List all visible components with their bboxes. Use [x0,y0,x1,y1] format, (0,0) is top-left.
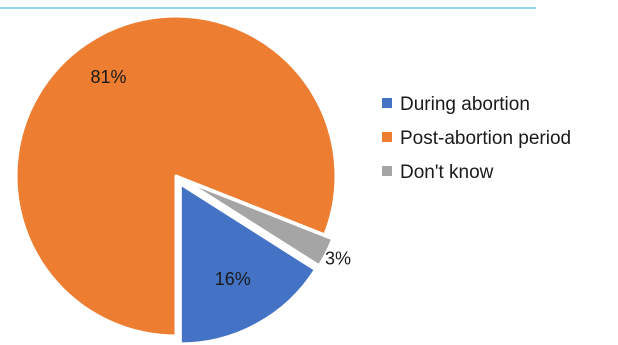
data-label-1: 16% [215,269,251,289]
legend-swatch-1 [382,98,392,108]
pie-slices [14,14,338,345]
legend-label-2: Post-abortion period [400,128,571,149]
pie-slice-during-abortion [178,182,317,345]
legend: During abortion Post-abortion period Don't… [382,94,571,183]
legend-label-1: During abortion [400,94,530,115]
pie-data-labels: 16% 81% 3% [91,67,351,289]
legend-label-3: Don't know [400,162,494,183]
data-label-3: 3% [325,249,351,269]
legend-swatch-2 [382,132,392,142]
legend-swatch-3 [382,166,392,176]
pie-slice-don-t-know [182,178,335,268]
data-label-2: 81% [91,67,127,87]
pie-slice-post-abortion-period [14,14,338,338]
